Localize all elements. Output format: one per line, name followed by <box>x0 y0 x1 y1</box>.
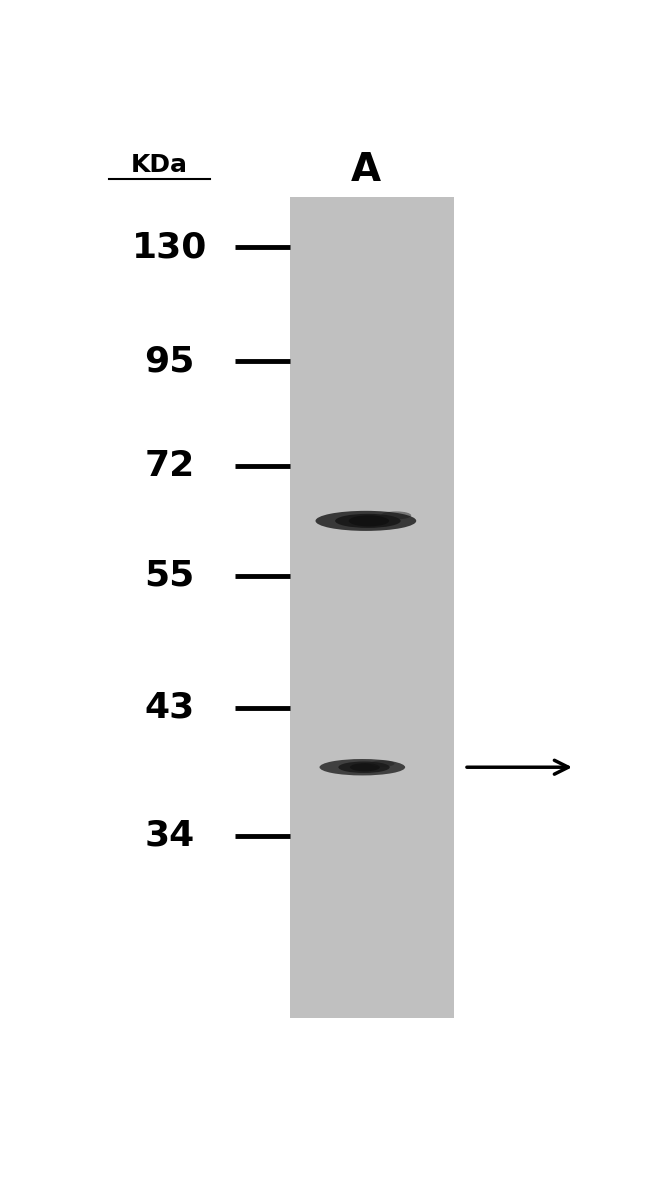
Ellipse shape <box>370 761 395 767</box>
Text: 55: 55 <box>144 558 194 592</box>
Ellipse shape <box>349 515 389 526</box>
Text: 43: 43 <box>144 691 194 725</box>
Ellipse shape <box>339 762 390 773</box>
Ellipse shape <box>335 514 400 527</box>
Ellipse shape <box>350 763 380 771</box>
Bar <box>291 197 454 1018</box>
Text: 72: 72 <box>144 449 194 483</box>
Ellipse shape <box>320 760 405 775</box>
Text: A: A <box>351 150 381 188</box>
Ellipse shape <box>315 511 416 531</box>
Text: KDa: KDa <box>131 153 188 177</box>
Text: 34: 34 <box>144 819 194 853</box>
Ellipse shape <box>381 512 411 519</box>
Text: 130: 130 <box>132 230 207 264</box>
Text: 95: 95 <box>144 344 194 378</box>
